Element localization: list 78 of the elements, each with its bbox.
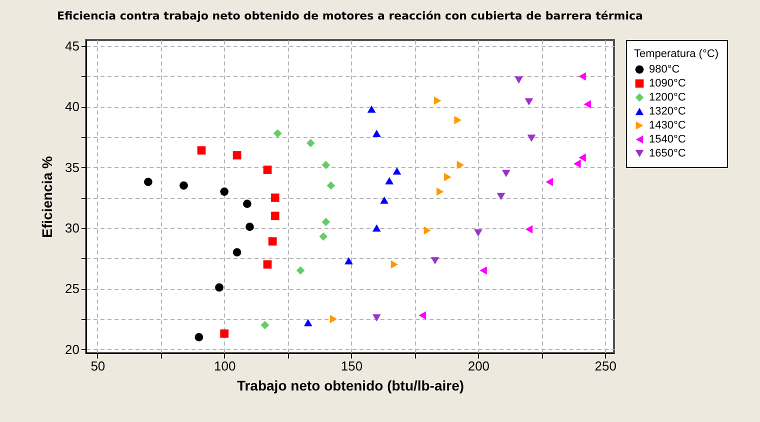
x-axis-title: Trabajo neto obtenido (btu/lb-aire): [236, 378, 464, 394]
point: [380, 196, 388, 204]
point: [444, 172, 452, 182]
point: [574, 160, 581, 168]
chart-title: Eficiencia contra trabajo neto obtenido de motores a reacción con cubierta de barrera térmica: [57, 10, 643, 22]
point: [232, 248, 242, 256]
point: [546, 178, 553, 186]
legend-label: 980°C: [649, 64, 680, 76]
point: [319, 232, 328, 241]
point: [424, 226, 432, 235]
point: [474, 229, 482, 237]
x-tick-label: 100: [214, 358, 236, 374]
point: [246, 222, 254, 232]
point: [454, 116, 462, 124]
point: [578, 153, 586, 162]
y-tick-label: 45: [65, 38, 80, 54]
point: [584, 100, 591, 108]
y-tick-label: 20: [65, 342, 80, 357]
legend-title: Temperatura (°C): [634, 48, 718, 60]
point: [220, 329, 229, 338]
point: [367, 106, 376, 113]
point: [436, 187, 444, 196]
point: [372, 224, 381, 232]
y-tick-label: 25: [65, 281, 80, 296]
point: [502, 170, 510, 178]
y-tick-label: 30: [65, 220, 80, 236]
legend-label: 1540°C: [649, 134, 686, 146]
point: [372, 314, 381, 322]
x-tick-label: 150: [340, 358, 363, 374]
point: [524, 98, 534, 106]
point: [232, 151, 242, 160]
legend-label: 1430°C: [649, 120, 686, 132]
point: [344, 257, 353, 264]
point: [144, 178, 152, 186]
y-axis-title: Eficiencia %: [39, 156, 56, 238]
point: [322, 160, 330, 170]
point: [180, 181, 188, 190]
point: [322, 218, 330, 226]
y-tick-label: 35: [65, 160, 80, 175]
point: [296, 266, 305, 275]
point: [514, 76, 523, 84]
point: [390, 260, 398, 269]
point: [197, 146, 206, 155]
point: [372, 130, 381, 138]
point: [268, 237, 277, 246]
legend-label: 1200°C: [649, 92, 686, 104]
point: [270, 194, 280, 202]
point: [525, 225, 533, 234]
point: [304, 319, 312, 326]
legend-label: 1320°C: [649, 106, 686, 118]
point: [260, 320, 270, 330]
point: [527, 134, 536, 142]
point: [430, 257, 440, 264]
point: [263, 260, 272, 269]
point: [194, 333, 204, 342]
x-tick-label: 50: [90, 358, 106, 374]
point: [434, 96, 442, 105]
point: [326, 181, 336, 190]
point: [418, 311, 426, 320]
point: [220, 187, 229, 196]
point: [270, 212, 280, 220]
point: [263, 166, 272, 174]
x-tick-label: 250: [594, 358, 616, 374]
point: [243, 200, 252, 208]
legend-label: 1090°C: [649, 78, 686, 90]
point: [392, 167, 402, 175]
point: [480, 266, 487, 275]
point: [578, 72, 586, 81]
point: [496, 192, 506, 200]
point: [306, 138, 315, 148]
point: [273, 129, 282, 138]
legend-label: 1650°C: [649, 148, 686, 160]
point: [385, 177, 394, 184]
point: [456, 160, 464, 170]
y-tick-label: 40: [65, 99, 80, 114]
point: [330, 314, 338, 324]
point: [215, 283, 224, 292]
x-tick-label: 200: [468, 358, 490, 374]
